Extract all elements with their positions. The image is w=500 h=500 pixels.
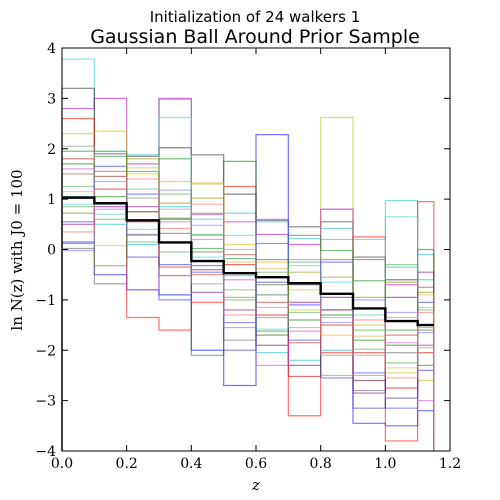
walker-series-24 [61,178,435,451]
mean-series [62,196,434,327]
y-tick-label: −1 [35,293,56,309]
axes-title: Gaussian Ball Around Prior Sample [90,26,420,48]
x-axis-label: z [251,476,260,494]
y-tick-label: 0 [47,243,56,259]
y-tick-label: 1 [47,192,56,208]
suptitle: Initialization of 24 walkers 1 [150,8,361,26]
plot-frame [61,47,451,452]
y-axis-label: ln N(z) with J0 = 100 [8,169,26,330]
ticks-layer: 0.0 0.2 0.4 0.6 0.8 1.0 1.2 4 3 2 1 0 −1 −2 −3 −4 [35,41,461,472]
series-layer [61,58,435,451]
y-tick-label: −2 [35,343,56,359]
y-tick-label: −4 [35,444,56,460]
y-tick-label: 4 [47,41,56,57]
x-tick-label: 0.2 [116,456,138,472]
x-tick-label: 1.2 [439,456,461,472]
x-tick-label: 0.8 [310,456,332,472]
x-tick-label: 0.0 [51,456,73,472]
y-tick-label: −3 [35,394,56,410]
x-tick-label: 0.4 [180,456,202,472]
y-tick-label: 3 [47,91,56,107]
x-tick-label: 0.6 [245,456,267,472]
y-tick-label: 2 [47,142,56,158]
x-tick-label: 1.0 [374,456,396,472]
